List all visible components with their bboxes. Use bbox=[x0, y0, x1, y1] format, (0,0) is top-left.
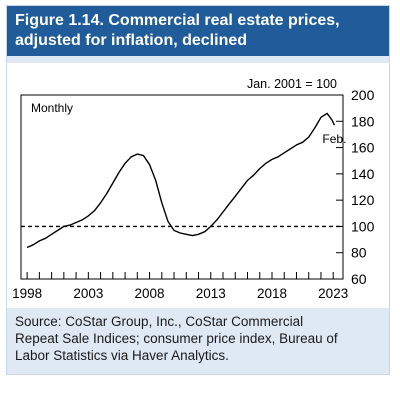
frequency-label: Monthly bbox=[31, 101, 73, 115]
y-tick-label: 120 bbox=[351, 192, 375, 208]
y-tick-label: 60 bbox=[351, 271, 367, 287]
x-tick-label: 2008 bbox=[135, 286, 165, 301]
source-note: Source: CoStar Group, Inc., CoStar Comme… bbox=[15, 313, 385, 364]
end-annotation: Feb. bbox=[322, 132, 346, 146]
figure-panel: Figure 1.14. Commercial real estate pric… bbox=[6, 5, 390, 375]
source-line-1: Source: CoStar Group, Inc., CoStar Comme… bbox=[15, 314, 304, 329]
x-tick-label: 2013 bbox=[196, 286, 226, 301]
y-tick-label: 80 bbox=[351, 245, 367, 261]
x-tick-label: 1998 bbox=[12, 286, 42, 301]
chart-area: 60 80 100 120 140 160 180 200 1998 2003 2008 2013 20… bbox=[7, 63, 389, 308]
figure-title-bar: Figure 1.14. Commercial real estate pric… bbox=[7, 6, 389, 56]
x-tick-label: 2018 bbox=[257, 286, 287, 301]
plot-frame bbox=[20, 94, 344, 280]
y-tick-label: 180 bbox=[351, 113, 375, 129]
unit-label: Jan. 2001 = 100 bbox=[247, 77, 337, 91]
price-index-line bbox=[26, 112, 336, 249]
figure-title-line-2: adjusted for inflation, declined bbox=[15, 32, 248, 49]
y-tick-label: 200 bbox=[351, 87, 375, 103]
y-tick-label: 140 bbox=[351, 166, 375, 182]
figure-title-line-1: Figure 1.14. Commercial real estate pric… bbox=[15, 12, 340, 29]
y-tick-label: 160 bbox=[351, 140, 375, 156]
source-line-3: Labor Statistics via Haver Analytics. bbox=[15, 348, 229, 363]
x-tick-label: 2003 bbox=[73, 286, 103, 301]
x-tick-label: 2023 bbox=[318, 286, 348, 301]
source-line-2: Repeat Sale Indices; consumer price inde… bbox=[15, 331, 338, 346]
line-chart: 60 80 100 120 140 160 180 200 1998 2003 2008 2013 20… bbox=[12, 77, 375, 301]
y-tick-label: 100 bbox=[351, 218, 375, 234]
